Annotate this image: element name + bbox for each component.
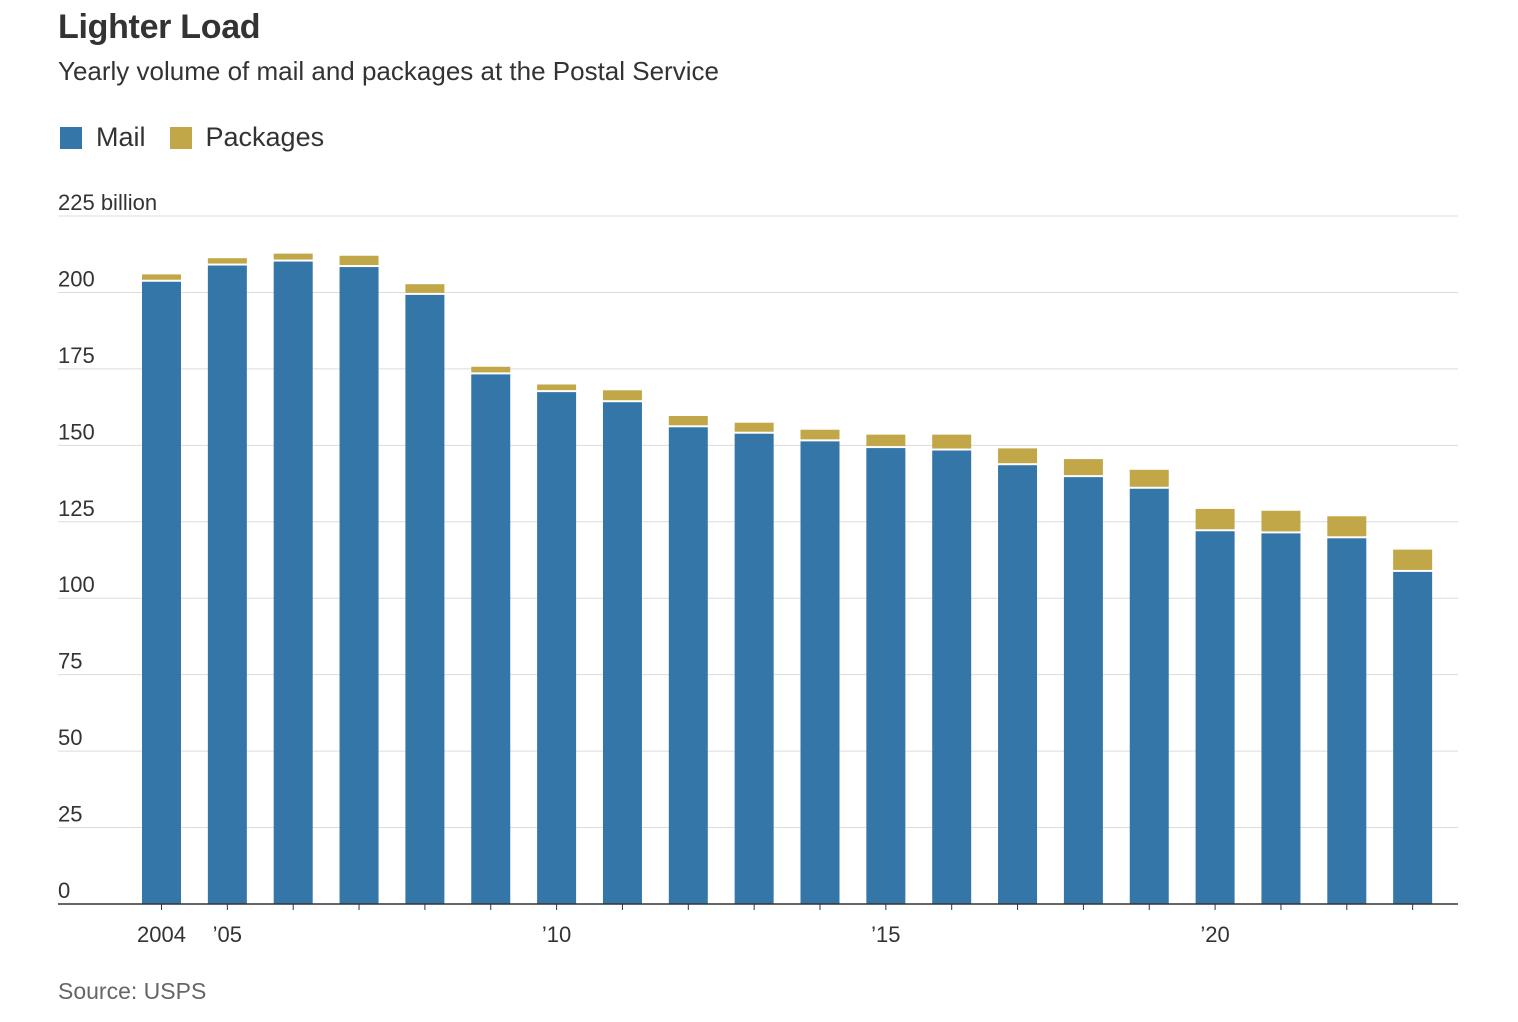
bar-mail-2020 xyxy=(1195,531,1235,904)
y-tick-label-200: 200 xyxy=(58,266,95,291)
bar-mail-2014 xyxy=(800,441,840,904)
bar-mail-2023 xyxy=(1393,571,1433,904)
x-tick-label-2010: ’10 xyxy=(542,922,571,947)
bar-mail-2007 xyxy=(339,267,379,904)
bar-packages-2010 xyxy=(537,384,577,391)
bar-packages-2021 xyxy=(1261,510,1301,532)
bar-mail-2015 xyxy=(866,448,906,904)
bar-packages-2008 xyxy=(405,284,445,293)
y-tick-label-225: 225 billion xyxy=(58,190,157,215)
bar-mail-2013 xyxy=(734,433,774,904)
bar-packages-2009 xyxy=(471,366,511,373)
chart-title: Lighter Load xyxy=(58,8,261,46)
bar-mail-2009 xyxy=(471,374,511,904)
bar-packages-2019 xyxy=(1129,469,1169,487)
bar-mail-2019 xyxy=(1129,488,1169,904)
bar-mail-2012 xyxy=(668,427,708,904)
x-tick-label-2004: 2004 xyxy=(137,922,186,947)
legend: Mail Packages xyxy=(60,122,348,153)
bar-packages-2020 xyxy=(1195,508,1235,530)
y-tick-label-100: 100 xyxy=(58,572,95,597)
chart-subtitle: Yearly volume of mail and packages at th… xyxy=(58,56,719,86)
legend-swatch-packages xyxy=(169,126,192,149)
bar-packages-2007 xyxy=(339,255,379,266)
bar-packages-2004 xyxy=(142,274,181,280)
bar-packages-2017 xyxy=(998,448,1038,464)
bar-packages-2013 xyxy=(734,422,774,432)
legend-item-mail: Mail xyxy=(60,122,146,153)
bar-packages-2015 xyxy=(866,434,906,447)
bar-mail-2017 xyxy=(998,465,1038,904)
bar-mail-2022 xyxy=(1327,538,1367,904)
bar-mail-2016 xyxy=(932,450,972,904)
bar-packages-2014 xyxy=(800,429,840,440)
bar-mail-2010 xyxy=(537,392,577,904)
y-tick-label-25: 25 xyxy=(58,802,82,827)
bar-mail-2008 xyxy=(405,294,445,905)
bar-mail-2006 xyxy=(273,261,313,904)
legend-label-packages: Packages xyxy=(205,122,325,152)
bar-packages-2018 xyxy=(1063,459,1103,476)
x-tick-label-2005: ’05 xyxy=(213,922,242,947)
bar-packages-2005 xyxy=(207,258,247,264)
y-tick-label-50: 50 xyxy=(58,725,82,750)
y-tick-label-175: 175 xyxy=(58,343,95,368)
y-tick-label-125: 125 xyxy=(58,496,95,521)
bar-mail-2021 xyxy=(1261,533,1301,904)
y-tick-label-150: 150 xyxy=(58,419,95,444)
bar-mail-2018 xyxy=(1063,477,1103,904)
legend-swatch-mail xyxy=(60,126,82,149)
bar-packages-2023 xyxy=(1393,549,1433,570)
bar-packages-2006 xyxy=(273,253,313,260)
y-tick-label-0: 0 xyxy=(58,878,70,903)
bar-mail-2005 xyxy=(207,265,247,904)
bar-packages-2022 xyxy=(1327,516,1367,537)
y-tick-label-75: 75 xyxy=(58,649,82,674)
x-tick-label-2020: ’20 xyxy=(1200,922,1229,947)
legend-item-packages: Packages xyxy=(169,122,325,153)
x-tick-label-2015: ’15 xyxy=(871,922,900,947)
bar-packages-2011 xyxy=(602,390,642,401)
bar-mail-2004 xyxy=(142,281,181,905)
bar-packages-2012 xyxy=(668,415,708,426)
bar-mail-2011 xyxy=(602,402,642,904)
source-note: Source: USPS xyxy=(58,978,207,1004)
bar-packages-2016 xyxy=(932,434,972,449)
legend-label-mail: Mail xyxy=(96,122,146,152)
